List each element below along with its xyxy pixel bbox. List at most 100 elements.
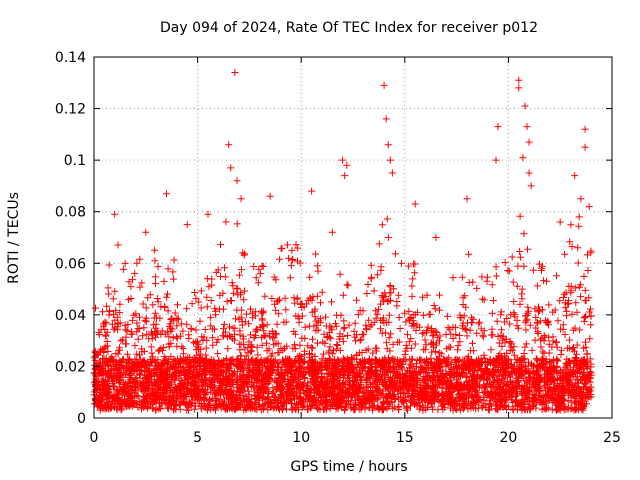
data-point — [243, 403, 251, 410]
data-point — [339, 332, 347, 340]
data-point — [329, 371, 337, 379]
data-point — [212, 390, 219, 398]
data-point — [449, 274, 457, 282]
data-point — [264, 369, 272, 377]
data-point — [274, 363, 282, 371]
data-point — [112, 307, 120, 315]
data-point — [250, 263, 258, 270]
data-point — [583, 400, 590, 408]
data-point — [520, 262, 528, 270]
data-point — [169, 268, 177, 276]
data-point — [128, 363, 136, 371]
data-point — [572, 395, 580, 403]
data-point — [121, 321, 129, 329]
data-point — [141, 402, 149, 410]
data-point — [252, 274, 260, 282]
data-point — [575, 213, 583, 221]
data-point — [169, 334, 177, 342]
data-point — [197, 287, 205, 295]
data-point — [207, 376, 215, 384]
data-point — [244, 387, 252, 395]
data-point — [304, 392, 312, 399]
data-point — [379, 399, 387, 407]
data-point — [147, 359, 155, 367]
data-point — [255, 358, 263, 366]
data-point — [388, 380, 396, 388]
data-point — [553, 272, 560, 280]
data-point — [140, 324, 148, 332]
data-point — [368, 396, 376, 404]
data-point — [424, 403, 432, 411]
data-point — [185, 331, 193, 339]
data-point — [107, 402, 114, 410]
data-point — [432, 364, 440, 372]
data-point — [295, 364, 303, 372]
data-point — [473, 284, 481, 292]
data-point — [518, 290, 526, 298]
data-point — [104, 348, 112, 355]
data-point — [511, 369, 519, 377]
data-point — [415, 390, 423, 398]
data-point — [164, 307, 172, 315]
data-point — [514, 390, 521, 398]
data-point — [532, 324, 540, 332]
data-point — [291, 330, 299, 338]
data-point — [209, 325, 217, 333]
data-point — [208, 384, 216, 392]
data-point — [220, 305, 227, 313]
data-point — [416, 402, 424, 410]
data-point — [205, 401, 213, 409]
data-point — [381, 359, 389, 367]
data-point — [477, 372, 485, 380]
data-point — [568, 370, 576, 378]
data-point — [373, 310, 381, 318]
data-point — [386, 347, 394, 355]
data-point — [406, 375, 414, 383]
data-point — [518, 406, 526, 414]
data-point — [341, 324, 348, 332]
data-point — [217, 241, 224, 249]
data-point — [350, 390, 358, 398]
data-point — [150, 314, 158, 322]
data-point — [516, 248, 524, 255]
data-point — [581, 286, 589, 294]
data-point — [469, 366, 477, 374]
data-point — [535, 387, 543, 395]
data-point — [415, 368, 423, 376]
data-point — [190, 405, 198, 413]
data-point — [233, 284, 241, 292]
data-point — [532, 397, 540, 405]
data-point — [420, 346, 428, 354]
data-point — [475, 320, 483, 328]
data-point — [214, 350, 222, 358]
data-point — [235, 271, 243, 279]
data-point — [518, 285, 526, 293]
data-point — [407, 397, 414, 405]
data-point — [124, 350, 131, 358]
data-point — [132, 383, 139, 391]
data-point — [461, 399, 469, 407]
data-point — [447, 400, 455, 408]
data-point — [201, 386, 209, 394]
data-point — [453, 406, 461, 414]
data-point — [292, 312, 300, 320]
data-point — [360, 385, 368, 393]
data-point — [116, 300, 124, 308]
data-point — [489, 366, 497, 374]
data-point — [192, 326, 200, 334]
data-point — [521, 318, 529, 326]
data-point — [428, 340, 436, 348]
data-point — [403, 403, 411, 411]
data-point — [559, 294, 567, 301]
data-point — [430, 374, 438, 381]
data-point — [227, 297, 235, 304]
data-point — [183, 320, 191, 328]
data-point — [279, 385, 287, 393]
data-point — [144, 385, 152, 393]
data-point — [147, 343, 155, 351]
data-point — [529, 367, 537, 375]
data-point — [327, 387, 335, 395]
data-point — [358, 356, 366, 364]
data-point — [256, 270, 264, 278]
data-point — [285, 364, 293, 372]
